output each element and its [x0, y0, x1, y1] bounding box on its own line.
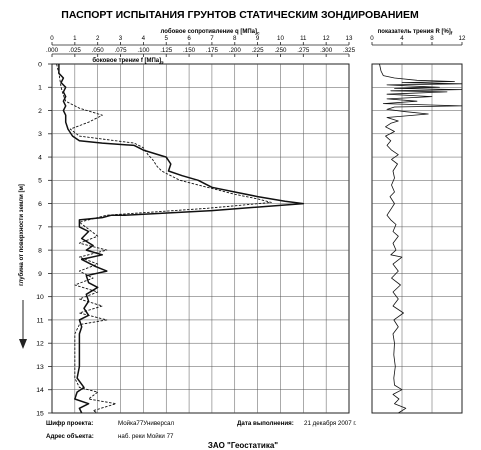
- top-axis-label: лобовое сопротивление q [МПа]c: [161, 28, 260, 36]
- bottom-tick-label: .150: [183, 47, 196, 54]
- depth-tick-label: 8: [38, 248, 42, 255]
- right-plot-frame: [371, 63, 463, 414]
- date-label: Дата выполнения:: [237, 420, 294, 427]
- bottom-tick-label: .050: [92, 47, 105, 54]
- depth-tick-label: 0: [38, 61, 42, 68]
- top-tick-label: 4: [142, 35, 146, 42]
- right-plot-grid: [371, 63, 463, 414]
- bottom-axis-ticks: .000 .025 .050 .075 .100 .125 .150 .175 .200 .225…: [46, 47, 356, 57]
- depth-tick-label: 9: [38, 271, 42, 278]
- address-label: Адрес объекта:: [46, 433, 94, 440]
- sleeve-friction-line: [56, 63, 272, 414]
- depth-tick-label: 4: [38, 154, 42, 161]
- top-tick-label: 9: [256, 35, 260, 42]
- right-tick-label: 8: [430, 35, 434, 42]
- bottom-tick-label: .125: [160, 47, 173, 54]
- depth-tick-label: 2: [38, 108, 42, 115]
- depth-tick-label: 13: [36, 364, 44, 371]
- main-plot-grid: [51, 63, 350, 414]
- top-tick-label: 11: [300, 35, 307, 42]
- top-tick-label: 1: [73, 35, 77, 42]
- bottom-tick-label: .325: [343, 47, 356, 54]
- cone-resistance-line: [58, 64, 305, 414]
- chart-title: ПАСПОРТ ИСПЫТАНИЯ ГРУНТОВ СТАТИЧЕСКИМ ЗО…: [61, 9, 419, 21]
- bottom-tick-label: .300: [320, 47, 333, 54]
- depth-tick-label: 6: [38, 201, 42, 208]
- top-tick-label: 5: [165, 35, 169, 42]
- cipher-value: Мойка77Универсал: [118, 420, 174, 427]
- cipher-label: Шифр проекта:: [46, 420, 93, 427]
- bottom-tick-label: .200: [229, 47, 242, 54]
- top-tick-label: 0: [50, 35, 54, 42]
- top-tick-label: 6: [187, 35, 191, 42]
- right-tick-label: 4: [400, 35, 404, 42]
- depth-tick-label: 7: [38, 224, 42, 231]
- top-tick-label: 2: [96, 35, 100, 42]
- bottom-tick-label: .075: [115, 47, 128, 54]
- depth-tick-label: 15: [36, 410, 44, 417]
- depth-tick-label: 5: [38, 178, 42, 185]
- main-plot-series: [56, 63, 305, 414]
- address-value: наб. реки Мойки 77: [118, 433, 174, 440]
- bottom-tick-label: .250: [274, 47, 287, 54]
- top-tick-label: 13: [346, 35, 353, 42]
- bottom-tick-label: .175: [206, 47, 219, 54]
- friction-ratio-line: [379, 63, 463, 414]
- company-name: ЗАО "Геостатика": [208, 441, 278, 450]
- bottom-tick-label: .225: [252, 47, 265, 54]
- right-tick-label: 0: [370, 35, 374, 42]
- depth-tick-label: 1: [38, 85, 42, 92]
- bottom-tick-label: .275: [297, 47, 310, 54]
- bottom-tick-label: .000: [46, 47, 59, 54]
- depth-tick-label: 3: [38, 131, 42, 138]
- top-tick-label: 10: [277, 35, 284, 42]
- depth-tick-label: 10: [36, 294, 44, 301]
- main-plot-frame: [51, 63, 350, 414]
- bottom-tick-label: .025: [69, 47, 82, 54]
- top-tick-label: 7: [210, 35, 214, 42]
- right-plot-series: [379, 63, 463, 414]
- bottom-axis-label: боковое трение f [МПа]s: [92, 57, 164, 65]
- right-axis-ticks: 0 4 8 12: [370, 35, 466, 46]
- top-tick-label: 12: [323, 35, 330, 42]
- right-panel-title: показатель трения R [%]f: [378, 29, 453, 36]
- top-tick-label: 8: [233, 35, 237, 42]
- bottom-tick-label: .100: [137, 47, 150, 54]
- y-axis-label: глубина от поверхности земли [м]: [18, 184, 25, 286]
- depth-tick-label: 12: [36, 341, 44, 348]
- depth-tick-label: 11: [36, 317, 43, 324]
- date-value: 21 декабря 2007 г.: [304, 420, 357, 427]
- top-axis-ticks: 0 1 2 3 4 5 6 7 8 9 10 11 12 13: [50, 35, 353, 46]
- top-tick-label: 3: [119, 35, 123, 42]
- depth-tick-label: 14: [36, 387, 44, 394]
- right-tick-label: 12: [459, 35, 466, 42]
- depth-arrow-icon: [19, 300, 27, 349]
